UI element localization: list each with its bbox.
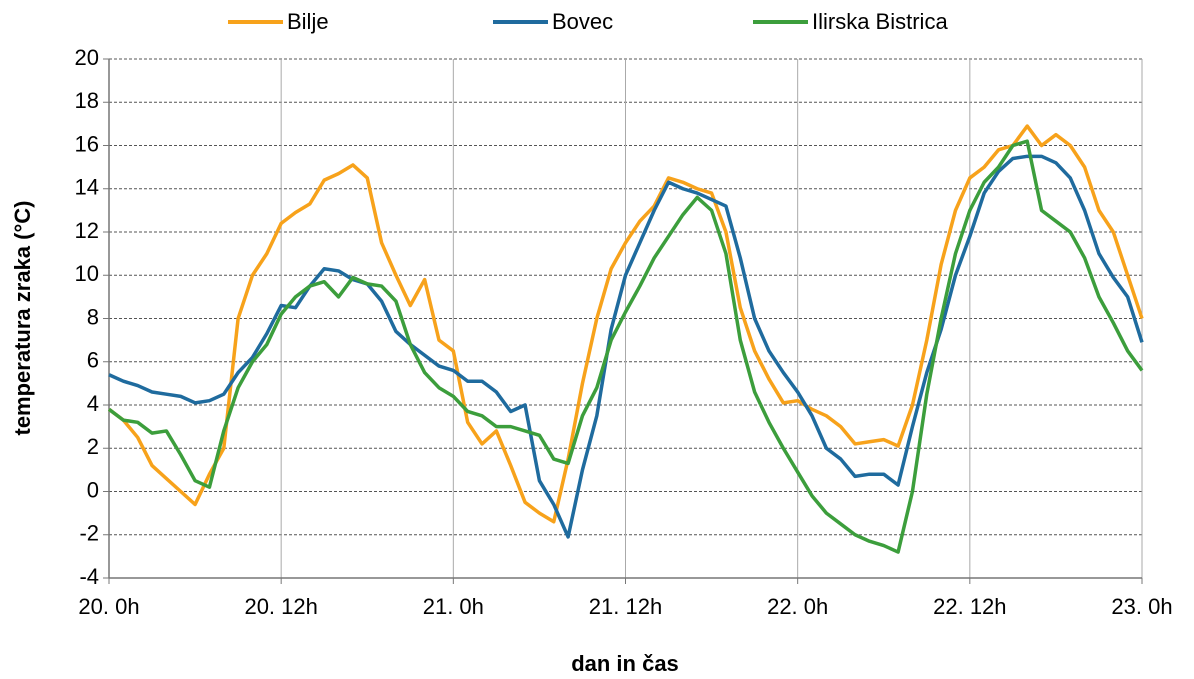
y-tick-label: 2 [87,434,99,459]
y-tick-label: 6 [87,348,99,373]
y-tick-label: 8 [87,304,99,329]
legend-label: Bovec [552,9,613,34]
y-tick-label: 18 [75,88,99,113]
y-tick-label: 16 [75,131,99,156]
y-tick-label: -4 [79,564,99,589]
y-tick-label: -2 [79,521,99,546]
x-tick-label: 20. 12h [244,594,317,619]
legend-label: Ilirska Bistrica [812,9,948,34]
series-line [107,124,1144,524]
y-tick-label: 0 [87,477,99,502]
series-line [108,154,1144,539]
y-tick-label: 14 [75,175,99,200]
legend-label: Bilje [287,9,329,34]
series-line [107,139,1144,554]
x-axis-label: dan in čas [571,651,679,676]
y-tick-label: 12 [75,218,99,243]
y-tick-label: 4 [87,391,99,416]
x-tick-label: 21. 0h [423,594,484,619]
x-tick-label: 23. 0h [1111,594,1172,619]
y-tick-label: 20 [75,45,99,70]
x-tick-label: 22. 0h [767,594,828,619]
x-tick-label: 21. 12h [589,594,662,619]
x-tick-label: 22. 12h [933,594,1006,619]
x-tick-label: 20. 0h [78,594,139,619]
y-axis-label: temperatura zraka (°C) [10,201,35,436]
y-tick-label: 10 [75,261,99,286]
